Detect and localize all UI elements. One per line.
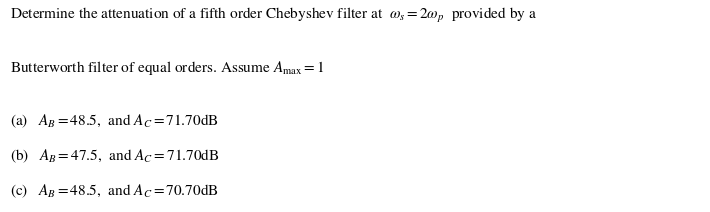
Text: (c)   $A_B = 48.5$,  and $A_C = 70.70\mathrm{dB}$: (c) $A_B = 48.5$, and $A_C = 70.70\mathr… [10,182,219,200]
Text: (b)   $A_B = 47.5$,  and $A_C = 71.70\mathrm{dB}$: (b) $A_B = 47.5$, and $A_C = 71.70\mathr… [10,147,219,165]
Text: Determine the attenuation of a fifth order Chebyshev filter at  $\omega_s = 2\om: Determine the attenuation of a fifth ord… [10,6,537,25]
Text: Butterworth filter of equal orders. Assume $A_{\mathrm{max}} = 1$: Butterworth filter of equal orders. Assu… [10,59,324,77]
Text: (a)   $A_B = 48.5$,  and $A_C = 71.70\mathrm{dB}$: (a) $A_B = 48.5$, and $A_C = 71.70\mathr… [10,112,219,130]
